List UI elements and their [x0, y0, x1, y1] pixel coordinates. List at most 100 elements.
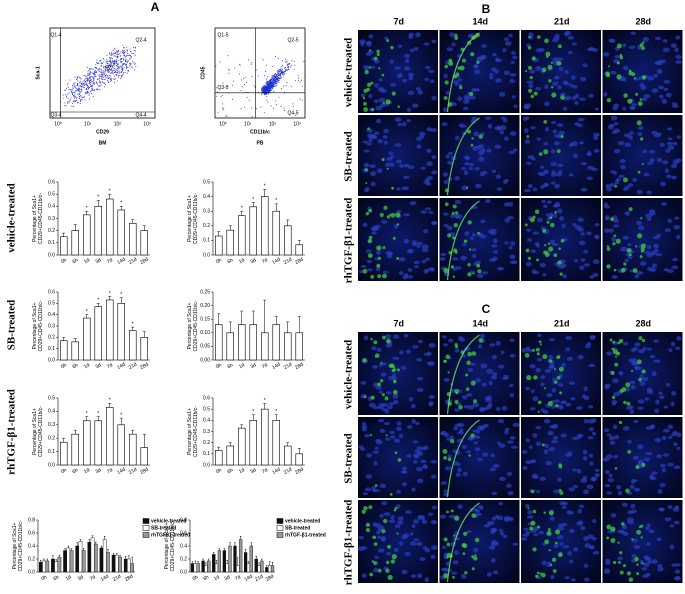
event-dot — [265, 88, 267, 90]
y-tick-label: 0.2 — [180, 556, 187, 562]
event-dot — [279, 74, 281, 76]
event-dot — [100, 63, 102, 65]
event-dot — [284, 110, 285, 111]
error-bar — [286, 442, 290, 447]
stain — [392, 379, 397, 384]
event-dot — [265, 64, 267, 66]
event-dot — [92, 72, 94, 74]
nucleus — [403, 333, 409, 338]
event-dot — [300, 79, 302, 81]
event-dot — [118, 68, 120, 70]
nucleus — [651, 559, 658, 565]
nucleus — [463, 94, 469, 99]
event-dot — [281, 70, 282, 72]
nucleus — [366, 259, 372, 264]
nucleus — [475, 260, 482, 265]
nucleus — [369, 171, 377, 177]
nucleus — [502, 118, 508, 123]
nucleus — [526, 80, 534, 84]
nucleus — [378, 78, 383, 82]
event-dot — [274, 86, 276, 87]
event-dot — [116, 57, 118, 59]
nucleus — [528, 83, 534, 89]
nucleus — [605, 216, 610, 221]
event-dot — [262, 86, 264, 88]
event-dot — [94, 67, 96, 69]
nucleus — [632, 419, 639, 424]
event-dot — [304, 82, 306, 84]
nucleus — [562, 274, 567, 279]
nucleus — [391, 376, 398, 380]
nucleus — [373, 59, 380, 64]
nucleus — [630, 385, 636, 390]
event-dot — [227, 55, 229, 57]
event-dot — [87, 71, 89, 73]
nucleus — [509, 435, 516, 440]
event-dot — [269, 83, 270, 85]
event-dot — [92, 83, 94, 85]
nucleus — [396, 426, 402, 431]
event-dot — [267, 85, 268, 87]
nucleus — [532, 396, 539, 402]
event-dot — [118, 63, 119, 65]
nucleus — [645, 451, 653, 456]
nucleus — [612, 106, 618, 111]
bar — [238, 427, 246, 466]
event-dot — [73, 83, 75, 85]
nucleus — [413, 519, 419, 524]
nucleus — [552, 81, 559, 86]
legend-swatch — [276, 518, 284, 524]
nucleus — [573, 484, 579, 489]
event-dot — [265, 91, 267, 93]
stain — [476, 263, 481, 268]
nucleus — [674, 505, 680, 510]
nucleus — [509, 383, 514, 388]
event-dot — [107, 75, 109, 77]
stain — [550, 86, 554, 89]
nucleus — [592, 259, 600, 265]
event-dot — [89, 68, 91, 70]
nucleus — [591, 476, 596, 482]
event-dot — [70, 96, 72, 98]
nucleus — [632, 346, 639, 351]
event-dot — [114, 53, 116, 54]
event-dot — [127, 67, 129, 68]
x-tick-label: 0h — [215, 257, 223, 265]
nucleus — [507, 440, 514, 444]
nucleus — [482, 452, 489, 457]
x-tick-label: 1d — [83, 257, 91, 265]
nucleus — [653, 73, 658, 78]
bar — [127, 558, 131, 573]
stain — [444, 202, 449, 207]
stain — [613, 268, 617, 272]
event-dot — [84, 81, 86, 82]
nucleus — [644, 397, 650, 401]
nucleus — [577, 228, 585, 232]
event-dot — [76, 76, 78, 78]
x-tick-label: 14d — [116, 466, 126, 475]
event-dot — [123, 52, 125, 54]
stain — [547, 64, 553, 70]
nucleus — [674, 216, 680, 220]
event-dot — [92, 95, 94, 97]
nucleus — [580, 478, 588, 484]
nucleus — [646, 523, 651, 527]
stain — [362, 268, 368, 274]
event-dot — [264, 87, 266, 89]
event-dot — [112, 60, 114, 62]
bar — [59, 236, 68, 256]
event-dot — [263, 86, 265, 88]
event-dot — [114, 65, 116, 67]
stain — [545, 51, 551, 57]
significance-mark: * — [275, 409, 277, 415]
event-dot — [92, 85, 93, 87]
nucleus — [674, 47, 679, 53]
legend-swatch — [142, 518, 150, 524]
stain — [619, 55, 624, 60]
nucleus — [415, 86, 421, 91]
stain — [469, 91, 474, 97]
nucleus — [646, 217, 652, 222]
nucleus — [487, 123, 493, 129]
event-dot — [106, 60, 108, 62]
stain — [380, 361, 383, 364]
